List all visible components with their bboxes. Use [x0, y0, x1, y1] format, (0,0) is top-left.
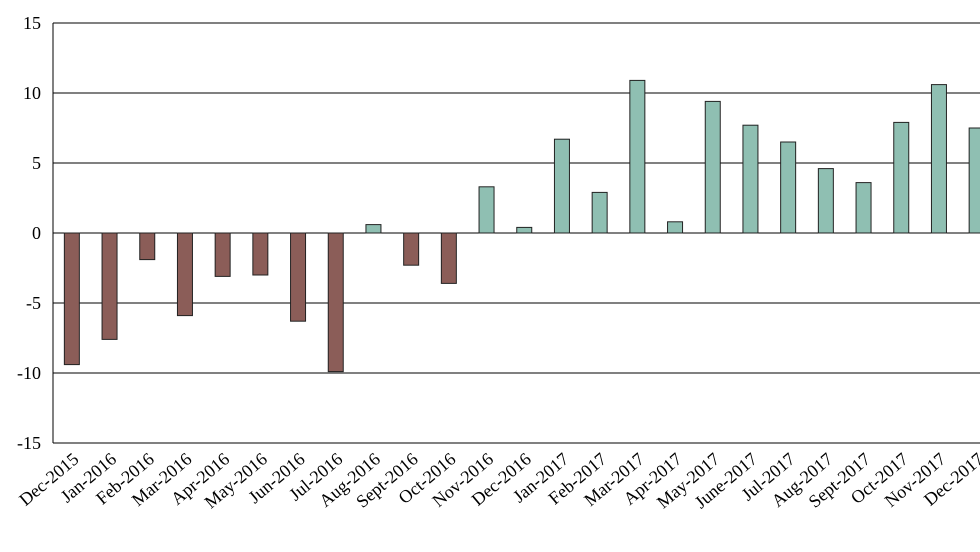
bar — [742, 124, 759, 234]
bar — [440, 232, 457, 284]
bar — [365, 224, 382, 234]
bar — [930, 84, 947, 234]
bar — [516, 226, 533, 234]
bar — [176, 232, 193, 317]
bar — [63, 232, 80, 366]
y-tick-label: -10 — [17, 363, 41, 383]
y-tick-label: 0 — [32, 223, 41, 243]
bar — [139, 232, 156, 261]
y-tick-label: 15 — [23, 13, 41, 33]
bar — [327, 232, 344, 373]
bar — [704, 100, 721, 234]
y-tick-label: 10 — [23, 83, 41, 103]
bar — [780, 141, 797, 234]
y-tick-label: -5 — [26, 293, 41, 313]
bar — [893, 121, 910, 234]
bar — [817, 168, 834, 234]
bar — [591, 191, 608, 234]
y-tick-label: -15 — [17, 433, 41, 453]
bar — [553, 138, 570, 234]
bar — [667, 221, 684, 234]
bar — [478, 186, 495, 234]
bar — [252, 232, 269, 276]
bar — [403, 232, 420, 266]
y-tick-label: 5 — [32, 153, 41, 173]
bar — [214, 232, 231, 277]
bar — [101, 232, 118, 340]
bar — [629, 79, 646, 234]
bar — [968, 127, 980, 234]
bar — [290, 232, 307, 322]
bar — [855, 182, 872, 234]
